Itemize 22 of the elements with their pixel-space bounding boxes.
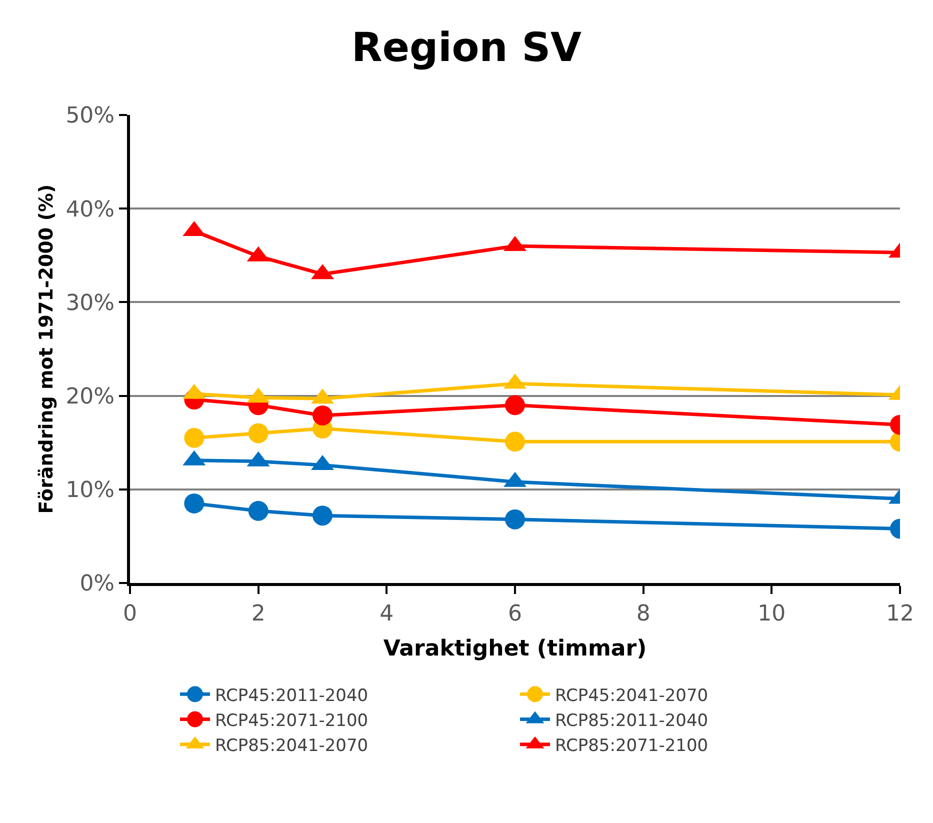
y-tick-label: 10% (66, 478, 115, 504)
legend-label: RCP85:2041-2070 (215, 736, 368, 756)
y-tick-label: 50% (66, 104, 115, 129)
y-tick-label: 20% (66, 384, 115, 410)
x-tick-label: 2 (251, 601, 266, 626)
x-tick-label: 6 (508, 601, 522, 626)
legend-label: RCP45:2041-2070 (555, 686, 708, 706)
y-tick-label: 40% (66, 197, 115, 222)
x-tick-label: 10 (758, 601, 786, 626)
x-tick-label: 0 (123, 601, 137, 626)
x-tick-label: 4 (380, 601, 394, 626)
legend-label: RCP45:2071-2100 (215, 710, 368, 731)
legend-label: RCP85:2011-2040 (555, 710, 708, 731)
chart-title: Region SV (352, 24, 582, 71)
x-tick-label: 8 (636, 601, 650, 626)
x-axis-title: Varaktighet (timmar) (383, 636, 647, 662)
y-tick-label: 30% (66, 290, 115, 316)
y-tick-label: 0% (80, 572, 115, 597)
legend-label: RCP45:2011-2040 (215, 686, 368, 706)
y-axis-title: Förändring mot 1971-2000 (%) (36, 184, 58, 514)
x-tick-label: 12 (886, 601, 914, 626)
legend-label: RCP85:2071-2100 (555, 736, 708, 756)
